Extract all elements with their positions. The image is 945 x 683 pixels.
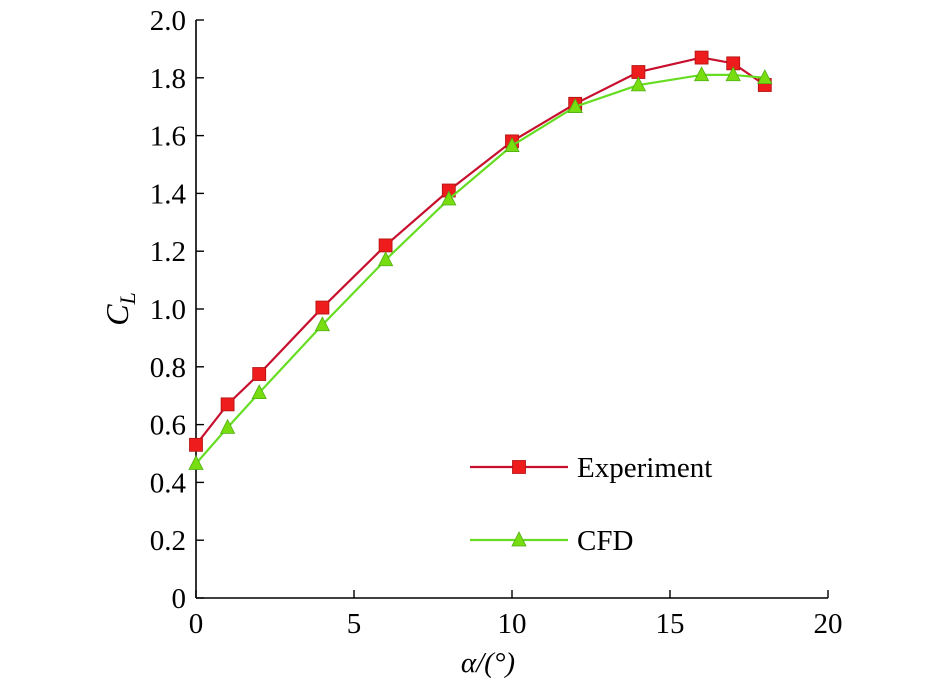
data-point-cfd — [693, 66, 710, 82]
legend-label-experiment: Experiment — [577, 452, 712, 484]
y-tick-label: 0.2 — [150, 525, 186, 557]
data-point-experiment — [378, 238, 393, 253]
data-point-cfd — [314, 316, 331, 332]
data-point-cfd — [219, 418, 236, 434]
x-axis-title: α/(°) — [461, 647, 515, 679]
y-tick-label: 0.8 — [150, 352, 186, 384]
legend-marker-triangle — [511, 531, 527, 547]
legend-item-experiment: Experiment — [470, 452, 712, 484]
data-point-cfd — [504, 137, 520, 152]
series-line-cfd — [195, 73, 765, 465]
series-layer — [188, 50, 773, 470]
legend-item-cfd: CFD — [470, 525, 633, 557]
data-point-experiment — [694, 50, 709, 65]
data-point-experiment — [315, 300, 330, 315]
data-point-cfd — [725, 66, 741, 82]
y-tick-label: 1.0 — [150, 294, 186, 326]
data-point-experiment — [220, 397, 235, 412]
data-point-cfd — [377, 251, 394, 267]
data-point-experiment — [189, 437, 203, 452]
x-tick-label: 10 — [498, 608, 527, 640]
y-tick-label: 1.6 — [150, 121, 186, 153]
series-experiment — [189, 50, 772, 452]
y-tick-label: 0.6 — [150, 410, 186, 442]
data-point-experiment — [252, 367, 267, 381]
x-tick-label: 15 — [656, 608, 685, 640]
y-tick-label: 1.2 — [150, 236, 186, 268]
legend-label-cfd: CFD — [577, 525, 633, 557]
data-point-cfd — [630, 76, 647, 92]
y-axis-title-main: C — [99, 304, 135, 326]
legend: Experiment CFD — [470, 452, 712, 557]
x-tick-label: 20 — [814, 608, 843, 640]
series-cfd — [188, 66, 773, 470]
y-tick-label: 1.4 — [150, 178, 187, 210]
y-axis-title-sub: L — [115, 292, 140, 305]
data-point-cfd — [251, 384, 267, 400]
y-tick-label: 1.8 — [150, 63, 186, 95]
axes: 0 0.2 0.4 0.6 0.8 1.0 1.2 1.4 1.6 1.8 2.0 0 5 10 15 20 α… — [99, 5, 843, 679]
y-axis-title: CL — [99, 292, 140, 326]
data-point-cfd — [188, 454, 204, 470]
x-tick-label: 0 — [189, 608, 204, 640]
y-tick-label: 0 — [172, 583, 187, 615]
y-tick-label: 0.4 — [150, 467, 187, 499]
data-point-cfd — [441, 190, 457, 206]
legend-marker-square — [512, 460, 526, 474]
data-point-cfd — [567, 98, 583, 113]
y-axis-title-text: CL — [99, 292, 140, 326]
data-point-cfd — [757, 69, 773, 85]
y-tick-label: 2.0 — [150, 5, 186, 37]
x-tick-label: 5 — [347, 608, 362, 640]
series-line-experiment — [195, 56, 766, 446]
